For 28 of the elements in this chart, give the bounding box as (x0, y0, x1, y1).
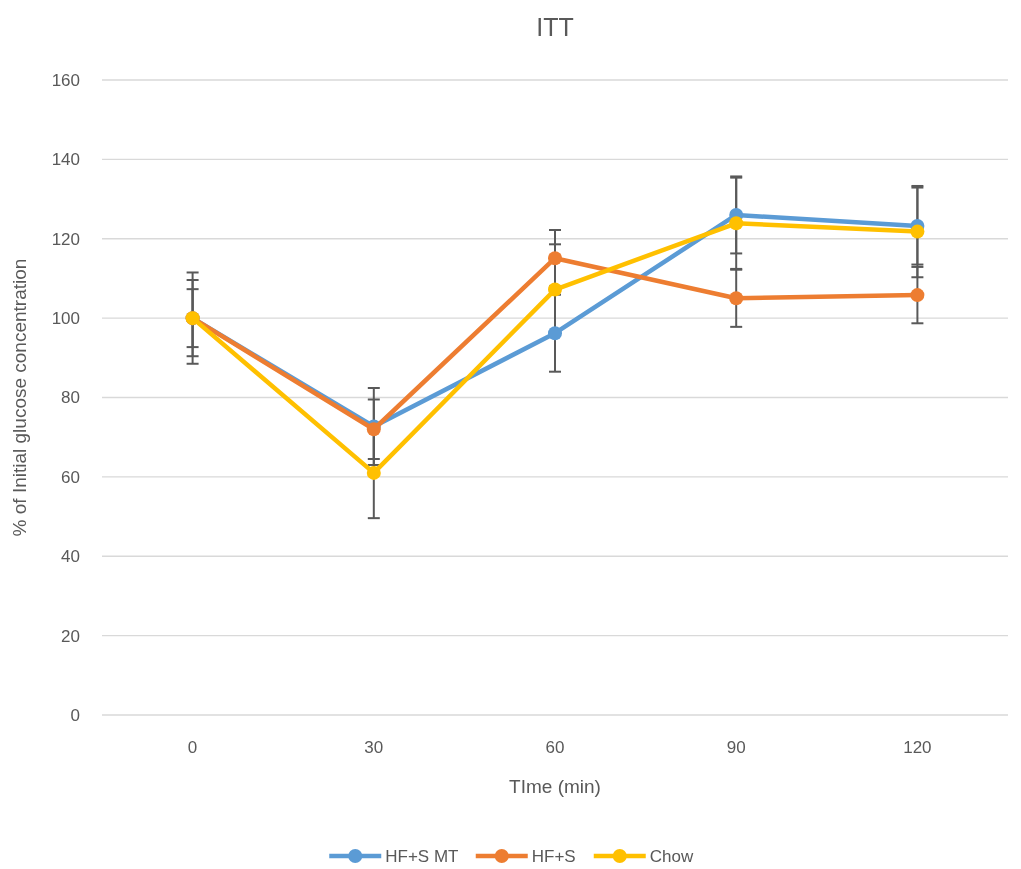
legend-label: HF+S MT (385, 846, 459, 866)
x-tick-label: 120 (903, 738, 932, 757)
point (729, 216, 744, 231)
y-tick-label: 100 (51, 309, 80, 329)
y-tick-label: 80 (61, 388, 80, 408)
point (729, 291, 744, 306)
legend-label: Chow (649, 846, 694, 866)
point (548, 282, 562, 297)
x-tick-label: 0 (187, 738, 198, 757)
x-tick-label: 60 (545, 738, 565, 757)
y-tick-label: 60 (61, 467, 80, 487)
x-axis-title: TIme (min) (509, 776, 601, 797)
y-tick-label: 40 (61, 547, 80, 567)
point (910, 224, 925, 239)
chart-title: ITT (536, 13, 574, 41)
legend-label: HF+S (531, 846, 576, 866)
y-tick-label: 140 (51, 150, 80, 170)
x-tick-label: 90 (726, 738, 746, 757)
y-axis-title: % of Initial glucose concentration (9, 258, 30, 537)
point (548, 251, 562, 266)
y-tick-label: 20 (61, 626, 80, 646)
point (366, 465, 381, 480)
x-tick-label: 30 (364, 738, 384, 757)
y-tick-label: 0 (70, 705, 80, 725)
point (910, 288, 925, 303)
point (548, 326, 562, 341)
y-tick-label: 160 (51, 70, 80, 90)
y-tick-label: 120 (51, 229, 80, 249)
